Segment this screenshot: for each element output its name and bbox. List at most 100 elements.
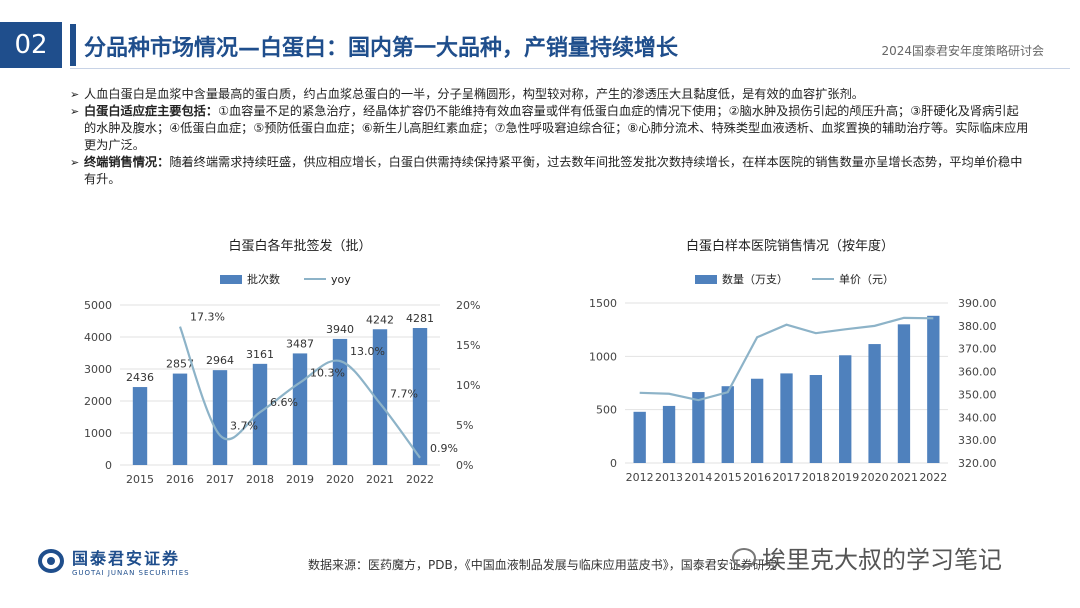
y-tick-left: 5000 (84, 299, 112, 312)
bar-label: 4242 (366, 313, 394, 326)
header: 02 分品种市场情况—白蛋白：国内第一大品种，产销量持续增长 2024国泰君安年… (0, 22, 1080, 70)
line-label: 17.3% (190, 311, 225, 324)
legend-swatch-line (812, 278, 834, 280)
y-tick-right: 20% (456, 299, 480, 312)
y-tick-right: 380.00 (958, 320, 997, 333)
data-source: 数据来源：医药魔方，PDB，《中国血液制品发展与临床应用蓝皮书》，国泰君安证券研… (308, 558, 777, 572)
bar-label: 2436 (126, 371, 154, 384)
chart-plot: 0 500 1000 1500 320.00 330.00 340.00 350.00 360.… (589, 297, 997, 484)
bar (292, 353, 308, 465)
y-tick-right: 370.00 (958, 343, 997, 356)
bar (662, 405, 676, 463)
y-tick-left: 1000 (84, 427, 112, 440)
bar (633, 411, 646, 463)
chart-title: 白蛋白各年批签发（批） (228, 239, 372, 254)
legend-item-line: yoy (304, 273, 351, 286)
y-tick-right: 15% (456, 339, 480, 352)
bullet-heading: 终端销售情况： (84, 155, 170, 169)
y-tick-left: 1000 (589, 350, 617, 363)
y-tick-left: 500 (596, 404, 617, 417)
x-tick: 2022 (919, 471, 947, 484)
hospital-sales-chart: 白蛋白样本医院销售情况（按年度） 数量（万支） 单价（元） 0 500 1000 15… (565, 225, 1015, 505)
title-accent-bar (70, 24, 76, 66)
chart-title: 白蛋白样本医院销售情况（按年度） (685, 239, 894, 254)
logo-name-en: GUOTAI JUNAN SECURITIES (72, 569, 190, 577)
bar (927, 315, 940, 463)
legend-item-line: 单价（元） (812, 271, 894, 287)
page-title: 分品种市场情况—白蛋白：国内第一大品种，产销量持续增长 (84, 36, 679, 61)
y-tick-right: 350.00 (958, 388, 997, 401)
x-tick: 2017 (773, 471, 801, 484)
y-tick-right: 10% (456, 379, 480, 392)
x-tick: 2018 (802, 471, 830, 484)
legend-label: 批次数 (247, 273, 280, 286)
x-tick: 2022 (406, 473, 434, 486)
bullet-list: ➢ 人血白蛋白是血浆中含量最高的蛋白质，约占血浆总蛋白的一半，分子呈椭圆形，构型… (70, 86, 1030, 188)
y-tick-left: 2000 (84, 395, 112, 408)
bar-label: 2964 (206, 354, 234, 367)
bar-label: 2857 (166, 358, 194, 371)
logo-icon (38, 549, 64, 573)
y-tick-right: 360.00 (958, 366, 997, 379)
bar-label: 3940 (326, 323, 354, 336)
bar (780, 373, 793, 463)
bar-label: 4281 (406, 312, 434, 325)
line-label: 10.3% (310, 367, 345, 380)
bar-label: 3161 (246, 348, 274, 361)
arrow-bullet-icon: ➢ (70, 105, 80, 118)
slide-number: 02 (0, 22, 62, 68)
legend-item-bar: 数量（万支） (695, 271, 788, 287)
bar (897, 324, 911, 463)
line-series (639, 316, 934, 402)
x-tick: 2021 (890, 471, 918, 484)
bar (839, 355, 852, 463)
bar (692, 392, 705, 463)
legend-swatch-bar (220, 274, 242, 284)
x-tick: 2016 (743, 471, 771, 484)
bar (868, 344, 881, 463)
x-tick: 2018 (246, 473, 274, 486)
chart-legend: 批次数 yoy (220, 271, 369, 287)
line-label: 6.6% (270, 396, 298, 409)
bar (172, 373, 188, 465)
bar (252, 363, 268, 465)
y-tick-right: 320.00 (958, 457, 997, 470)
y-tick-left: 0 (105, 459, 112, 472)
bullet-text: 人血白蛋白是血浆中含量最高的蛋白质，约占血浆总蛋白的一半，分子呈椭圆形，构型较对… (84, 87, 864, 101)
x-tick: 2019 (286, 473, 314, 486)
batch-release-chart: 白蛋白各年批签发（批） 批次数 yoy 0 1000 2000 3000 4000 500… (80, 225, 520, 505)
y-tick-right: 5% (456, 419, 473, 432)
x-tick: 2017 (206, 473, 234, 486)
line-label: 3.7% (230, 419, 258, 432)
bullet-text: ①血容量不足的紧急治疗，经晶体扩容仍不能维持有效血容量或伴有低蛋白血症的情况下使… (84, 104, 1029, 152)
watermark: 埃里克大叔的学习笔记 (732, 540, 1002, 575)
watermark-text: 埃里克大叔的学习笔记 (762, 546, 1002, 574)
bullet-item: ➢ 白蛋白适应症主要包括：①血容量不足的紧急治疗，经晶体扩容仍不能维持有效血容量… (70, 103, 1030, 154)
x-tick: 2019 (831, 471, 859, 484)
x-tick: 2020 (861, 471, 889, 484)
bar (809, 375, 823, 463)
legend-swatch-bar (695, 274, 717, 284)
bar (412, 328, 428, 465)
chart-legend: 数量（万支） 单价（元） (695, 271, 912, 287)
x-tick: 2015 (126, 473, 154, 486)
line-label: 13.0% (350, 345, 385, 358)
arrow-bullet-icon: ➢ (70, 156, 80, 169)
bar (132, 387, 148, 465)
y-tick-right: 390.00 (958, 297, 997, 310)
y-tick-left: 4000 (84, 331, 112, 344)
line-series (178, 326, 421, 459)
company-logo: 国泰君安证券 GUOTAI JUNAN SECURITIES (38, 545, 190, 577)
bar (750, 378, 764, 463)
bullet-text: 随着终端需求持续旺盛，供应相应增长，白蛋白供需持续保持紧平衡，过去数年间批签发批… (84, 155, 1023, 186)
legend-label: yoy (331, 272, 351, 286)
y-tick-left: 3000 (84, 363, 112, 376)
arrow-bullet-icon: ➢ (70, 88, 80, 101)
bar-label: 3487 (286, 337, 314, 350)
bar (372, 329, 388, 465)
y-tick-right: 330.00 (958, 434, 997, 447)
y-tick-right: 0% (456, 459, 473, 472)
y-tick-right: 340.00 (958, 411, 997, 424)
x-tick: 2012 (626, 471, 654, 484)
y-tick-left: 1500 (589, 297, 617, 310)
